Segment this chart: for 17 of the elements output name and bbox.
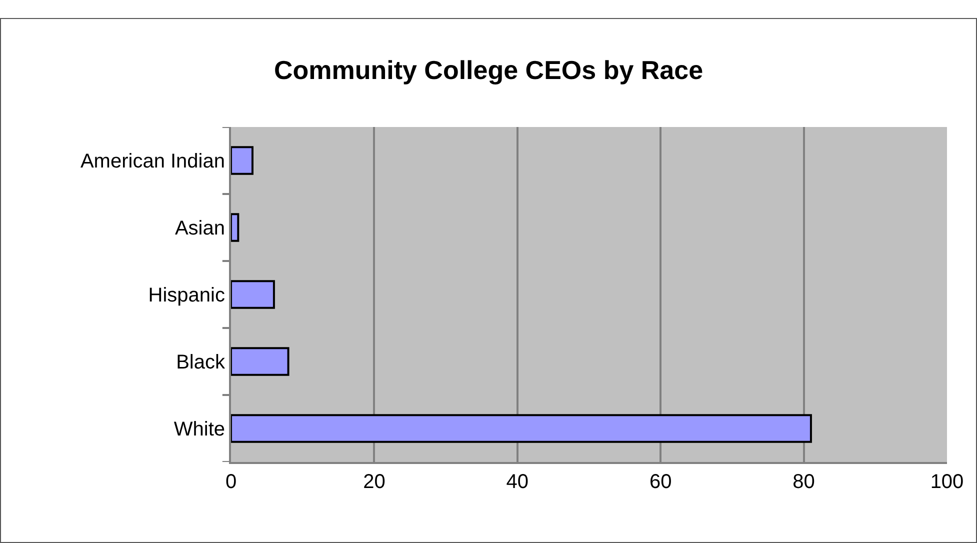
y-tick-label: Asian — [174, 218, 225, 240]
x-tick-label: 100 — [930, 471, 964, 493]
chart-title: Community College CEOs by Race — [274, 55, 704, 86]
bar — [231, 213, 240, 242]
y-tick-label: Black — [176, 352, 226, 374]
x-tick-label: 40 — [506, 471, 529, 493]
y-tick-label: White — [174, 418, 225, 440]
x-tick-label: 60 — [649, 471, 672, 493]
y-tick-label: American Indian — [80, 150, 225, 172]
x-tick-label: 20 — [363, 471, 386, 493]
x-tick-label: 0 — [225, 471, 237, 493]
x-tick-label: 80 — [792, 471, 815, 493]
bar — [231, 347, 290, 376]
y-tick-label: Hispanic — [148, 284, 225, 306]
bar — [231, 414, 812, 443]
bar — [231, 146, 254, 175]
bar — [231, 280, 275, 309]
